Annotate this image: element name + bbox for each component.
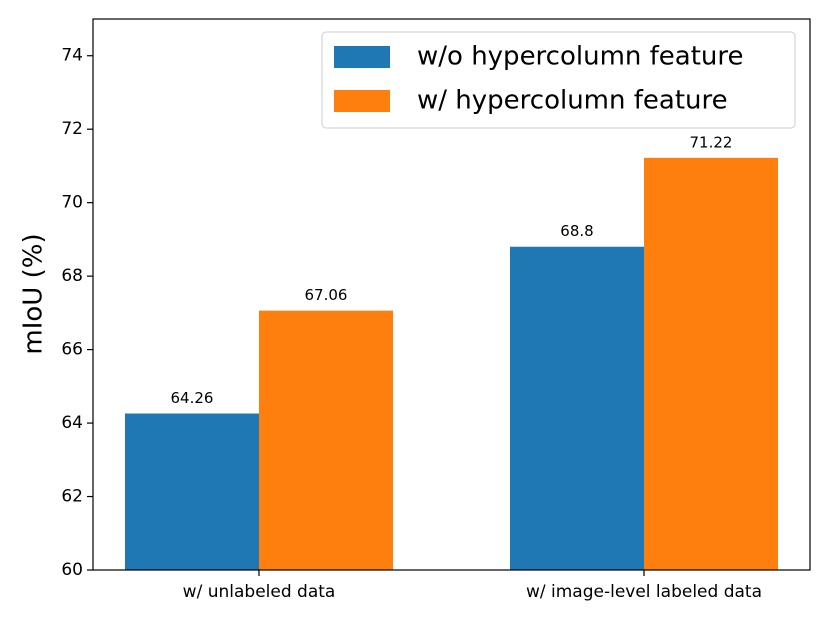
legend-box (321, 31, 796, 129)
legend-swatch (334, 46, 390, 68)
bar (259, 310, 393, 570)
y-tick-label: 70 (61, 193, 83, 213)
axes-frame (92, 18, 811, 571)
y-tick-label: 68 (61, 266, 83, 286)
bar (644, 157, 778, 571)
y-tick-label: 62 (61, 487, 83, 507)
legend-label: w/o hypercolumn feature (417, 42, 744, 72)
bar (510, 246, 644, 570)
legend-swatch (334, 90, 390, 112)
value-label: 64.26 (171, 389, 214, 407)
x-tick-label: w/ image-level labeled data (526, 582, 762, 602)
legend-label: w/ hypercolumn feature (417, 86, 728, 116)
y-tick-label: 66 (61, 340, 83, 360)
x-tick-label: w/ unlabeled data (183, 582, 336, 602)
bar (125, 413, 259, 570)
value-label: 68.8 (560, 222, 593, 240)
value-label: 67.06 (305, 286, 348, 304)
value-label: 71.22 (690, 133, 733, 151)
y-tick-label: 72 (61, 119, 83, 139)
y-tick-label: 64 (61, 413, 83, 433)
y-tick-label: 60 (61, 560, 83, 580)
y-axis-label: mIoU (%) (19, 233, 49, 354)
y-tick-label: 74 (61, 46, 83, 66)
